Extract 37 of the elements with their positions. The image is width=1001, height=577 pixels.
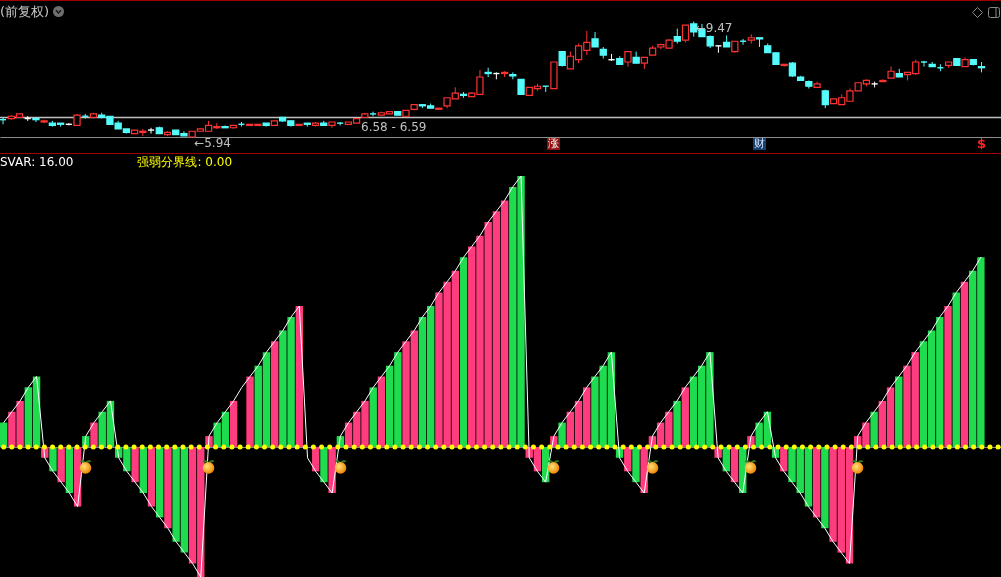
- bar: [895, 376, 903, 447]
- annotation: ←5.94: [194, 136, 231, 150]
- text: SVAR: 16.00: [0, 155, 74, 169]
- annotation: $: [975, 136, 987, 151]
- bar: [377, 376, 386, 447]
- candlestick: [32, 116, 40, 123]
- candlestick: [221, 124, 229, 129]
- annotation: 涨: [547, 137, 561, 150]
- bar: [673, 400, 681, 447]
- candlestick: [148, 127, 155, 135]
- chart-title: (前复权): [0, 4, 50, 19]
- bar: [952, 292, 960, 447]
- bar: [459, 257, 468, 447]
- bar: [821, 446, 829, 529]
- bar: [960, 281, 969, 447]
- bar: [632, 446, 640, 483]
- bar: [139, 446, 147, 494]
- bar: [320, 446, 328, 483]
- bar: [812, 446, 821, 518]
- bar: [246, 376, 254, 447]
- ref-line-label: 强弱分界线: 0.00: [137, 155, 233, 169]
- bar: [156, 446, 164, 518]
- bar: [65, 446, 74, 494]
- bar: [870, 411, 878, 447]
- annotation: 6.58 - 6.59: [361, 120, 427, 135]
- bar: [147, 446, 156, 507]
- bar: [270, 341, 279, 447]
- bar: [558, 422, 566, 447]
- bar: [944, 306, 952, 447]
- bar: [131, 446, 139, 483]
- bar: [229, 400, 238, 447]
- annotation: 财: [753, 137, 766, 150]
- bar: [369, 387, 377, 447]
- bar: [164, 446, 172, 529]
- bar: [681, 387, 689, 447]
- bar: [57, 446, 65, 483]
- candlestick: [920, 60, 927, 68]
